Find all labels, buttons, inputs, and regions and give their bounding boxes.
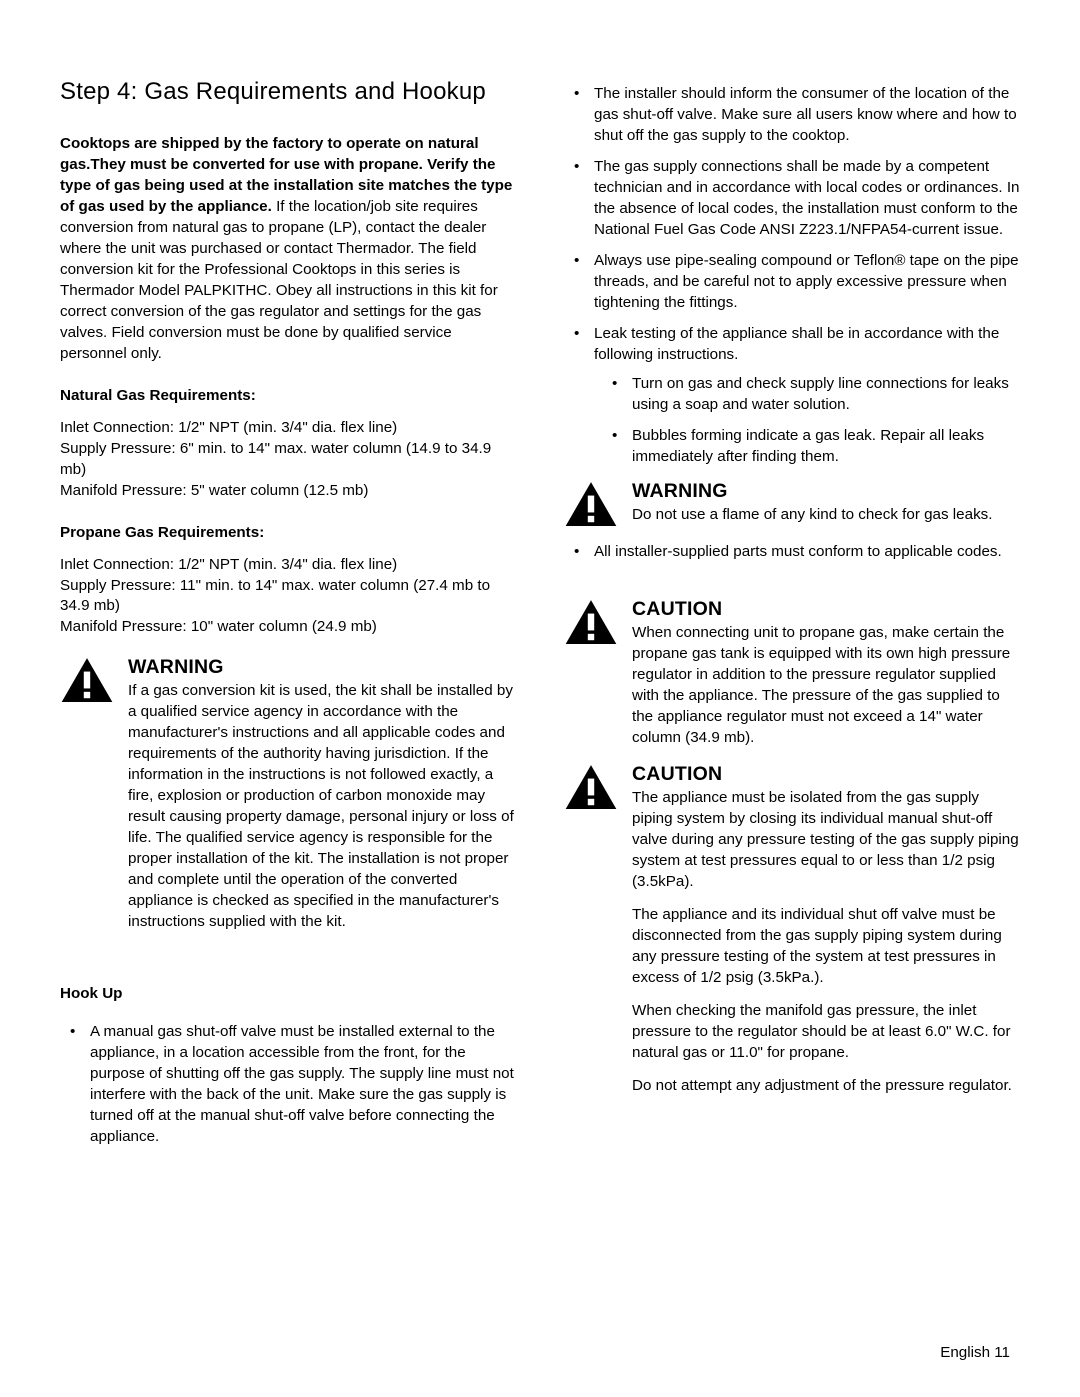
rcol-bullet-leak-testing: Leak testing of the appliance shall be i…: [564, 324, 1020, 468]
propane-gas-specs: Inlet Connection: 1/2" NPT (min. 3/4" di…: [60, 555, 516, 639]
warning-conversion-kit: WARNING If a gas conversion kit is used,…: [60, 656, 516, 933]
rcol-sub-soap-water: Turn on gas and check supply line connec…: [602, 374, 1020, 416]
rcol-bullet-leak-testing-text: Leak testing of the appliance shall be i…: [594, 325, 999, 363]
natural-gas-specs: Inlet Connection: 1/2" NPT (min. 3/4" di…: [60, 418, 516, 502]
warning-conversion-text: If a gas conversion kit is used, the kit…: [128, 681, 516, 933]
propane-inlet: Inlet Connection: 1/2" NPT (min. 3/4" di…: [60, 555, 516, 576]
caution-isolation-p2: The appliance and its individual shut of…: [632, 905, 1020, 989]
natgas-manifold: Manifold Pressure: 5" water column (12.5…: [60, 481, 516, 502]
page-title: Step 4: Gas Requirements and Hookup: [60, 78, 516, 106]
warning-no-flame-text: Do not use a flame of any kind to check …: [632, 505, 1020, 526]
hookup-section: Hook Up A manual gas shut-off valve must…: [60, 985, 516, 1148]
natgas-inlet: Inlet Connection: 1/2" NPT (min. 3/4" di…: [60, 418, 516, 439]
page-columns: Step 4: Gas Requirements and Hookup Cook…: [60, 78, 1020, 1158]
rcol-bullet-supply-connections: The gas supply connections shall be made…: [564, 157, 1020, 241]
caution-isolation-p1: The appliance must be isolated from the …: [632, 788, 1020, 893]
caution-icon: [564, 598, 618, 749]
hookup-bullet-1: A manual gas shut-off valve must be inst…: [60, 1022, 516, 1148]
warning-heading: WARNING: [632, 480, 1020, 503]
caution-isolation-p3: When checking the manifold gas pressure,…: [632, 1001, 1020, 1064]
propane-manifold: Manifold Pressure: 10" water column (24.…: [60, 617, 516, 638]
caution-heading: CAUTION: [632, 598, 1020, 621]
natgas-supply: Supply Pressure: 6" min. to 14" max. wat…: [60, 439, 516, 481]
warning-no-flame: WARNING Do not use a flame of any kind t…: [564, 480, 1020, 528]
caution-propane-regulator: CAUTION When connecting unit to propane …: [564, 598, 1020, 749]
warning-icon: [60, 656, 114, 933]
left-column: Step 4: Gas Requirements and Hookup Cook…: [60, 78, 516, 1158]
warning-heading: WARNING: [128, 656, 516, 679]
right-column: The installer should inform the consumer…: [564, 78, 1020, 1158]
caution-isolation-p4: Do not attempt any adjustment of the pre…: [632, 1076, 1020, 1097]
propane-gas-heading: Propane Gas Requirements:: [60, 524, 516, 541]
page-footer: English 11: [940, 1344, 1010, 1361]
natural-gas-heading: Natural Gas Requirements:: [60, 387, 516, 404]
caution-isolation: CAUTION The appliance must be isolated f…: [564, 763, 1020, 1097]
rcol-bullet-pipe-sealing: Always use pipe-sealing compound or Tefl…: [564, 251, 1020, 314]
intro-rest: If the location/job site requires conver…: [60, 198, 498, 362]
propane-supply: Supply Pressure: 11" min. to 14" max. wa…: [60, 576, 516, 618]
warning-icon: [564, 480, 618, 528]
rcol-sub-bubbles: Bubbles forming indicate a gas leak. Rep…: [602, 426, 1020, 468]
caution-icon: [564, 763, 618, 1097]
caution-heading: CAUTION: [632, 763, 1020, 786]
intro-paragraph: Cooktops are shipped by the factory to o…: [60, 134, 516, 365]
hookup-heading: Hook Up: [60, 985, 516, 1002]
caution-propane-text: When connecting unit to propane gas, mak…: [632, 623, 1020, 749]
rcol-bullet-installer-inform: The installer should inform the consumer…: [564, 84, 1020, 147]
rcol-bullet-installer-parts: All installer-supplied parts must confor…: [564, 542, 1020, 563]
